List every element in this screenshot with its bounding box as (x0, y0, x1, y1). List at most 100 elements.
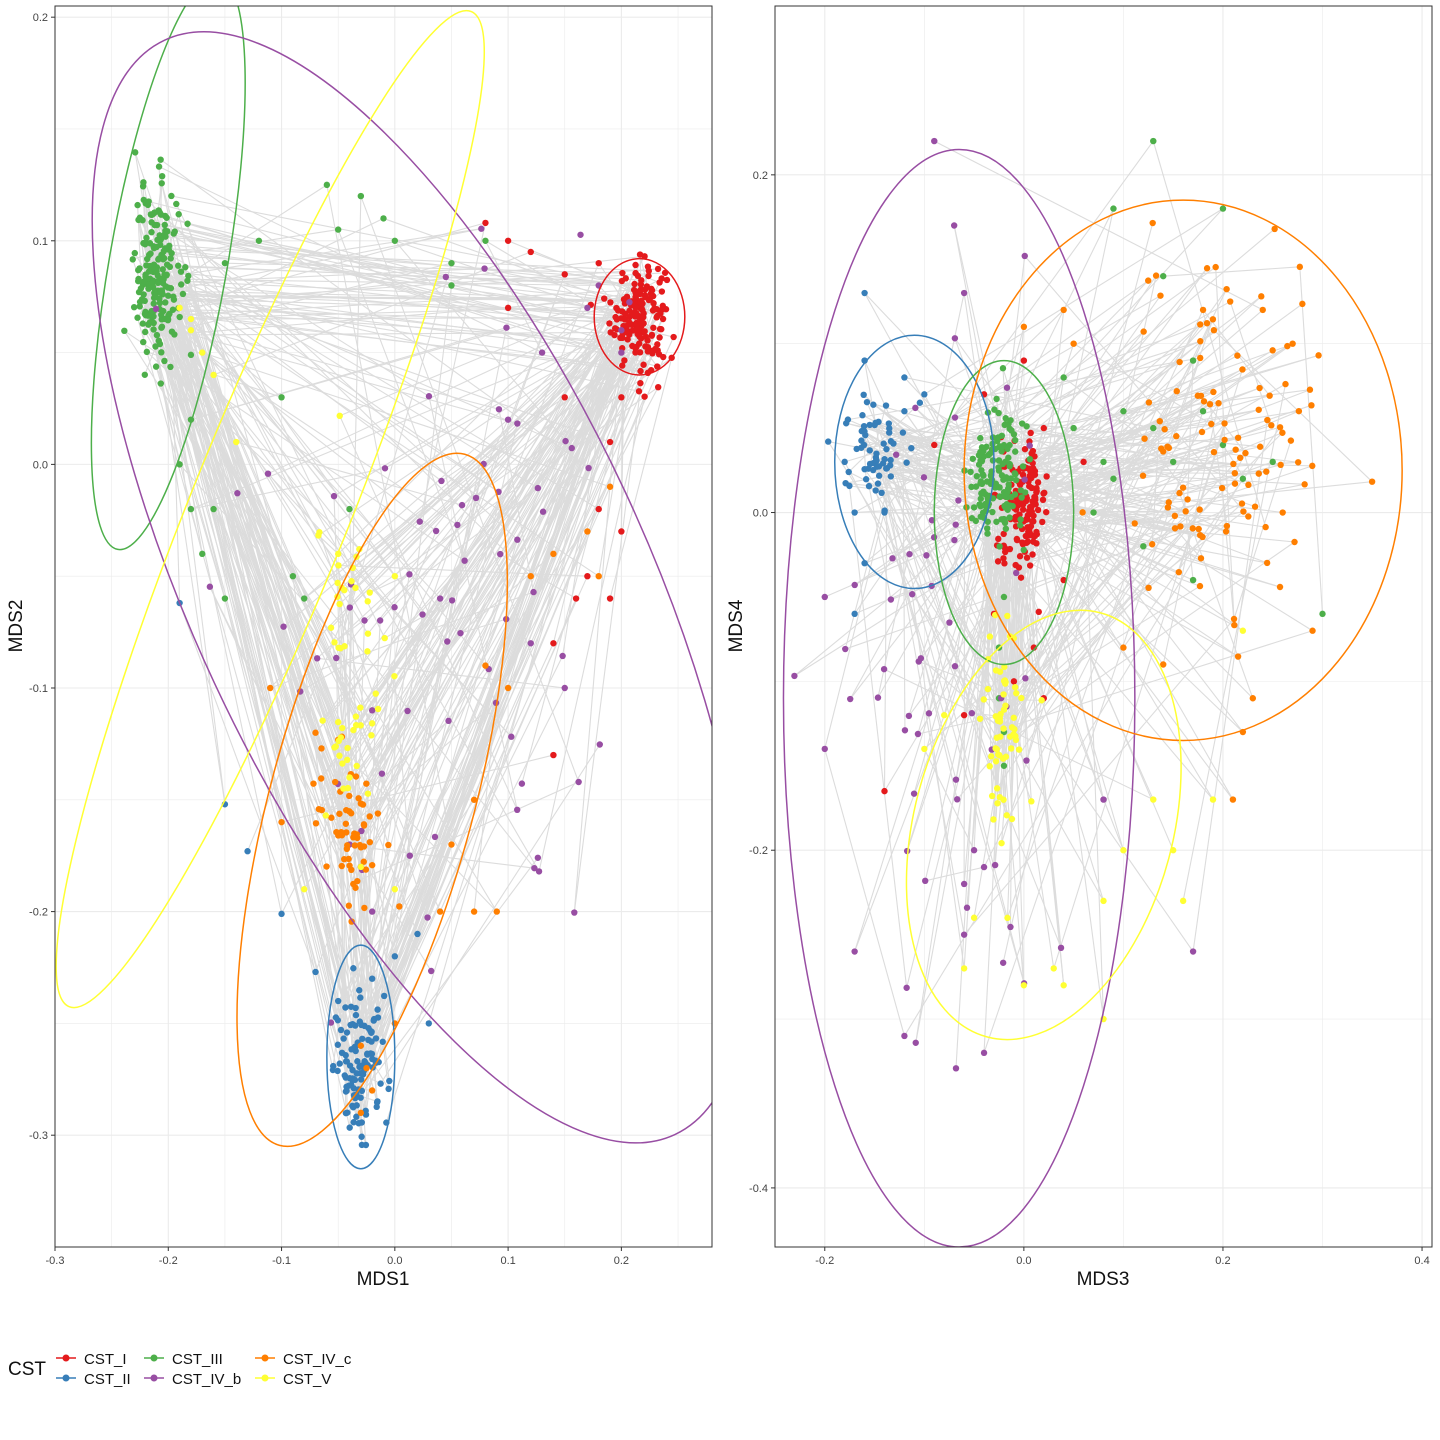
series-cst-iii (121, 149, 489, 602)
data-point (1189, 357, 1197, 364)
data-point (987, 753, 995, 760)
connector-line (986, 481, 989, 690)
data-point (952, 521, 959, 528)
data-point (1150, 137, 1157, 145)
data-point (318, 745, 325, 752)
data-point (1319, 610, 1326, 618)
series-cst-ii (825, 289, 928, 618)
data-point (912, 1039, 919, 1046)
data-point (155, 337, 162, 344)
data-point (973, 473, 980, 480)
connector-line (283, 334, 630, 628)
data-point (980, 696, 987, 703)
data-point (334, 997, 342, 1005)
data-point (821, 593, 828, 601)
connector-line (155, 269, 572, 449)
connector-line (358, 720, 449, 799)
data-point (1230, 615, 1238, 623)
data-point (640, 361, 647, 368)
data-point (1239, 475, 1247, 482)
data-point (1173, 388, 1180, 395)
data-point (457, 629, 464, 637)
data-point (658, 288, 666, 295)
data-point (1060, 982, 1067, 989)
data-point (493, 908, 500, 915)
data-point (641, 328, 648, 335)
data-point (851, 509, 858, 516)
data-point (596, 741, 603, 748)
data-point (323, 863, 330, 870)
data-point (1221, 420, 1228, 427)
data-point (221, 595, 229, 602)
connector-line (394, 240, 566, 442)
data-point (368, 908, 376, 915)
data-point (278, 818, 285, 826)
data-point (1239, 366, 1246, 373)
data-point (364, 598, 371, 605)
data-point (562, 437, 569, 445)
data-point (1219, 441, 1227, 449)
data-point (1200, 398, 1208, 405)
data-point (1012, 569, 1020, 577)
data-point (385, 1085, 392, 1093)
connector-line (161, 326, 518, 425)
data-point (1239, 627, 1247, 634)
data-point (503, 324, 510, 331)
data-point (336, 412, 343, 420)
data-point (654, 265, 662, 273)
data-point (210, 371, 217, 379)
data-point (1271, 225, 1278, 233)
data-point (903, 984, 910, 991)
data-point (152, 363, 160, 370)
data-point (1026, 455, 1034, 463)
data-point (1189, 948, 1197, 955)
data-point (862, 476, 870, 483)
data-point (1004, 914, 1011, 922)
data-point (438, 477, 445, 485)
legend-item-cst-iv-c: CST_IV_c (255, 1351, 352, 1368)
data-point (360, 821, 368, 828)
data-point (341, 586, 348, 594)
data-point (158, 180, 165, 187)
connector-line (338, 564, 588, 577)
data-point (461, 557, 468, 564)
data-point (531, 864, 538, 872)
legend-label: CST_IV_b (172, 1371, 241, 1388)
series-cst-v (176, 304, 399, 893)
connector-line (363, 869, 367, 908)
data-point (619, 269, 626, 277)
data-point (640, 320, 647, 327)
connector-line (920, 483, 983, 659)
data-point (143, 348, 151, 356)
legend: CST CST_I CST_II CST_III CST_IV_b CST_IV… (8, 1351, 352, 1388)
data-point (1001, 663, 1008, 671)
data-point (1001, 492, 1008, 500)
data-point (881, 509, 888, 516)
left-panel: -0.3 -0.2 -0.1 0.0 0.1 0.2 -0.3 -0.2 -0.1 0.0 0.1 0… (6, 5, 713, 1290)
data-point (349, 1020, 356, 1028)
data-point (989, 457, 997, 464)
data-point (185, 272, 192, 280)
data-point (176, 313, 183, 321)
data-point (377, 1080, 384, 1087)
connector-line (943, 466, 1006, 716)
data-point (353, 1070, 360, 1077)
data-point (901, 1032, 908, 1040)
connector-line (202, 352, 611, 488)
data-point (1149, 219, 1156, 227)
data-point (1276, 424, 1284, 431)
data-point (980, 863, 988, 871)
connector-line (1152, 140, 1267, 528)
data-point (607, 299, 614, 306)
data-point (1149, 541, 1156, 548)
data-point (842, 479, 849, 487)
connector-line (863, 444, 867, 480)
data-point (993, 745, 1000, 753)
connector-line (343, 365, 623, 591)
data-point (346, 1124, 353, 1131)
data-point (518, 780, 526, 787)
connector-line (869, 405, 887, 465)
data-point (649, 350, 656, 357)
ellipse-cst-ii (833, 334, 995, 590)
data-point (1003, 384, 1011, 391)
